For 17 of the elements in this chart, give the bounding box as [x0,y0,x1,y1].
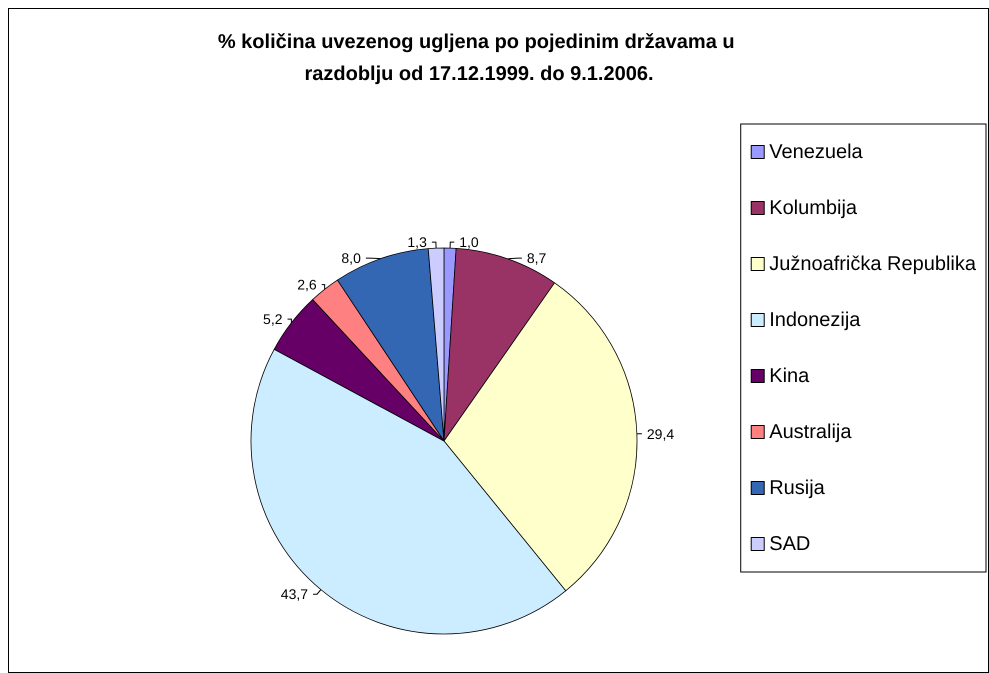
data-label: 1,0 [459,234,479,250]
legend-label: Venezuela [769,141,864,163]
legend-label: Rusija [769,477,826,499]
data-label: 8,0 [341,250,362,266]
chart-title: % količina uvezenog ugljena po pojedinim državama u razdoblju od 17.12.1999. do 9.1.2006. [218,31,740,85]
data-label: 43,7 [280,586,308,602]
data-label: 5,2 [263,311,283,328]
data-label: 1,3 [407,234,428,250]
data-label: 2,6 [297,276,317,293]
data-label: 8,7 [526,250,547,266]
legend-label: Kina [769,365,810,387]
legend-label: SAD [769,533,810,555]
legend-label: Južnoafrička Republika [769,253,977,275]
legend-label: Indonezija [769,309,862,331]
data-label: 29,4 [646,426,674,442]
legend-label: Kolumbija [769,197,858,219]
legend-label: Australija [769,421,852,443]
